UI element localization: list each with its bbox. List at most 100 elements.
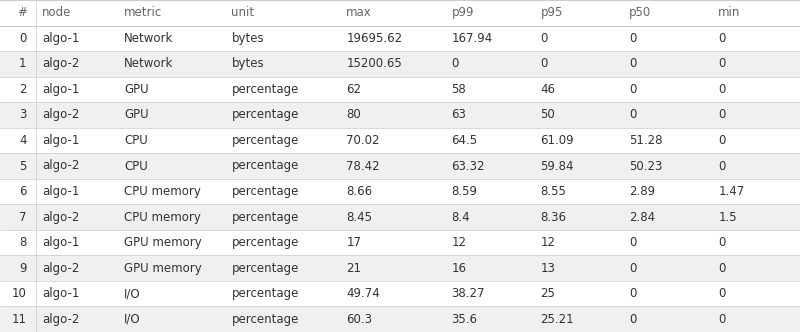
- Bar: [0, 128, 800, 153]
- Bar: [0, 153, 800, 179]
- Text: 49.74: 49.74: [346, 287, 380, 300]
- Text: percentage: percentage: [231, 83, 299, 96]
- Text: GPU: GPU: [124, 109, 149, 122]
- Text: 11: 11: [12, 313, 26, 326]
- Text: Network: Network: [124, 32, 174, 45]
- Text: 1: 1: [19, 57, 26, 70]
- Text: percentage: percentage: [231, 236, 299, 249]
- Text: 0: 0: [630, 109, 637, 122]
- Text: 0: 0: [630, 313, 637, 326]
- Text: I/O: I/O: [124, 287, 141, 300]
- Bar: [0, 0, 800, 26]
- Text: percentage: percentage: [231, 313, 299, 326]
- Text: algo-2: algo-2: [42, 210, 79, 223]
- Text: 0: 0: [630, 57, 637, 70]
- Text: 16: 16: [451, 262, 466, 275]
- Text: 0: 0: [451, 57, 459, 70]
- Text: algo-2: algo-2: [42, 109, 79, 122]
- Text: GPU: GPU: [124, 83, 149, 96]
- Bar: [0, 255, 800, 281]
- Text: 0: 0: [630, 83, 637, 96]
- Text: node: node: [42, 6, 71, 19]
- Text: GPU memory: GPU memory: [124, 262, 202, 275]
- Text: algo-1: algo-1: [42, 83, 79, 96]
- Text: min: min: [718, 6, 741, 19]
- Text: 58: 58: [451, 83, 466, 96]
- Text: CPU memory: CPU memory: [124, 210, 201, 223]
- Text: 21: 21: [346, 262, 362, 275]
- Text: 25: 25: [541, 287, 555, 300]
- Text: 63: 63: [451, 109, 466, 122]
- Bar: [0, 179, 800, 204]
- Text: 1.5: 1.5: [718, 210, 737, 223]
- Text: 8.4: 8.4: [451, 210, 470, 223]
- Text: percentage: percentage: [231, 287, 299, 300]
- Text: GPU memory: GPU memory: [124, 236, 202, 249]
- Bar: [0, 281, 800, 306]
- Text: 0: 0: [718, 313, 726, 326]
- Text: 0: 0: [718, 109, 726, 122]
- Text: bytes: bytes: [231, 32, 264, 45]
- Text: 0: 0: [718, 236, 726, 249]
- Bar: [0, 77, 800, 102]
- Text: 8.59: 8.59: [451, 185, 478, 198]
- Text: algo-1: algo-1: [42, 134, 79, 147]
- Text: percentage: percentage: [231, 185, 299, 198]
- Bar: [0, 204, 800, 230]
- Text: bytes: bytes: [231, 57, 264, 70]
- Text: algo-2: algo-2: [42, 313, 79, 326]
- Text: algo-2: algo-2: [42, 57, 79, 70]
- Text: p99: p99: [451, 6, 474, 19]
- Text: I/O: I/O: [124, 313, 141, 326]
- Text: 62: 62: [346, 83, 362, 96]
- Text: 9: 9: [19, 262, 26, 275]
- Text: algo-1: algo-1: [42, 287, 79, 300]
- Text: 25.21: 25.21: [541, 313, 574, 326]
- Text: algo-1: algo-1: [42, 236, 79, 249]
- Text: #: #: [17, 6, 26, 19]
- Text: 15200.65: 15200.65: [346, 57, 402, 70]
- Text: percentage: percentage: [231, 210, 299, 223]
- Text: percentage: percentage: [231, 134, 299, 147]
- Text: 2.84: 2.84: [630, 210, 655, 223]
- Text: 60.3: 60.3: [346, 313, 372, 326]
- Text: 51.28: 51.28: [630, 134, 663, 147]
- Text: 0: 0: [630, 262, 637, 275]
- Text: 6: 6: [19, 185, 26, 198]
- Text: algo-2: algo-2: [42, 159, 79, 173]
- Text: 12: 12: [541, 236, 555, 249]
- Text: 17: 17: [346, 236, 362, 249]
- Bar: [0, 26, 800, 51]
- Text: 0: 0: [630, 236, 637, 249]
- Text: 0: 0: [630, 287, 637, 300]
- Text: 19695.62: 19695.62: [346, 32, 402, 45]
- Text: 61.09: 61.09: [541, 134, 574, 147]
- Text: algo-2: algo-2: [42, 262, 79, 275]
- Text: 0: 0: [718, 159, 726, 173]
- Text: algo-1: algo-1: [42, 32, 79, 45]
- Text: 167.94: 167.94: [451, 32, 493, 45]
- Bar: [0, 102, 800, 128]
- Text: 0: 0: [718, 262, 726, 275]
- Text: 38.27: 38.27: [451, 287, 485, 300]
- Text: unit: unit: [231, 6, 254, 19]
- Text: 0: 0: [718, 57, 726, 70]
- Text: 8.45: 8.45: [346, 210, 372, 223]
- Text: 0: 0: [718, 287, 726, 300]
- Text: Network: Network: [124, 57, 174, 70]
- Text: 46: 46: [541, 83, 555, 96]
- Text: 0: 0: [541, 57, 548, 70]
- Text: 70.02: 70.02: [346, 134, 380, 147]
- Text: 12: 12: [451, 236, 466, 249]
- Text: 13: 13: [541, 262, 555, 275]
- Text: 10: 10: [12, 287, 26, 300]
- Text: 0: 0: [19, 32, 26, 45]
- Bar: [0, 51, 800, 77]
- Text: 64.5: 64.5: [451, 134, 478, 147]
- Text: 35.6: 35.6: [451, 313, 478, 326]
- Text: 63.32: 63.32: [451, 159, 485, 173]
- Text: CPU: CPU: [124, 159, 148, 173]
- Bar: [0, 230, 800, 255]
- Text: 0: 0: [630, 32, 637, 45]
- Text: algo-1: algo-1: [42, 185, 79, 198]
